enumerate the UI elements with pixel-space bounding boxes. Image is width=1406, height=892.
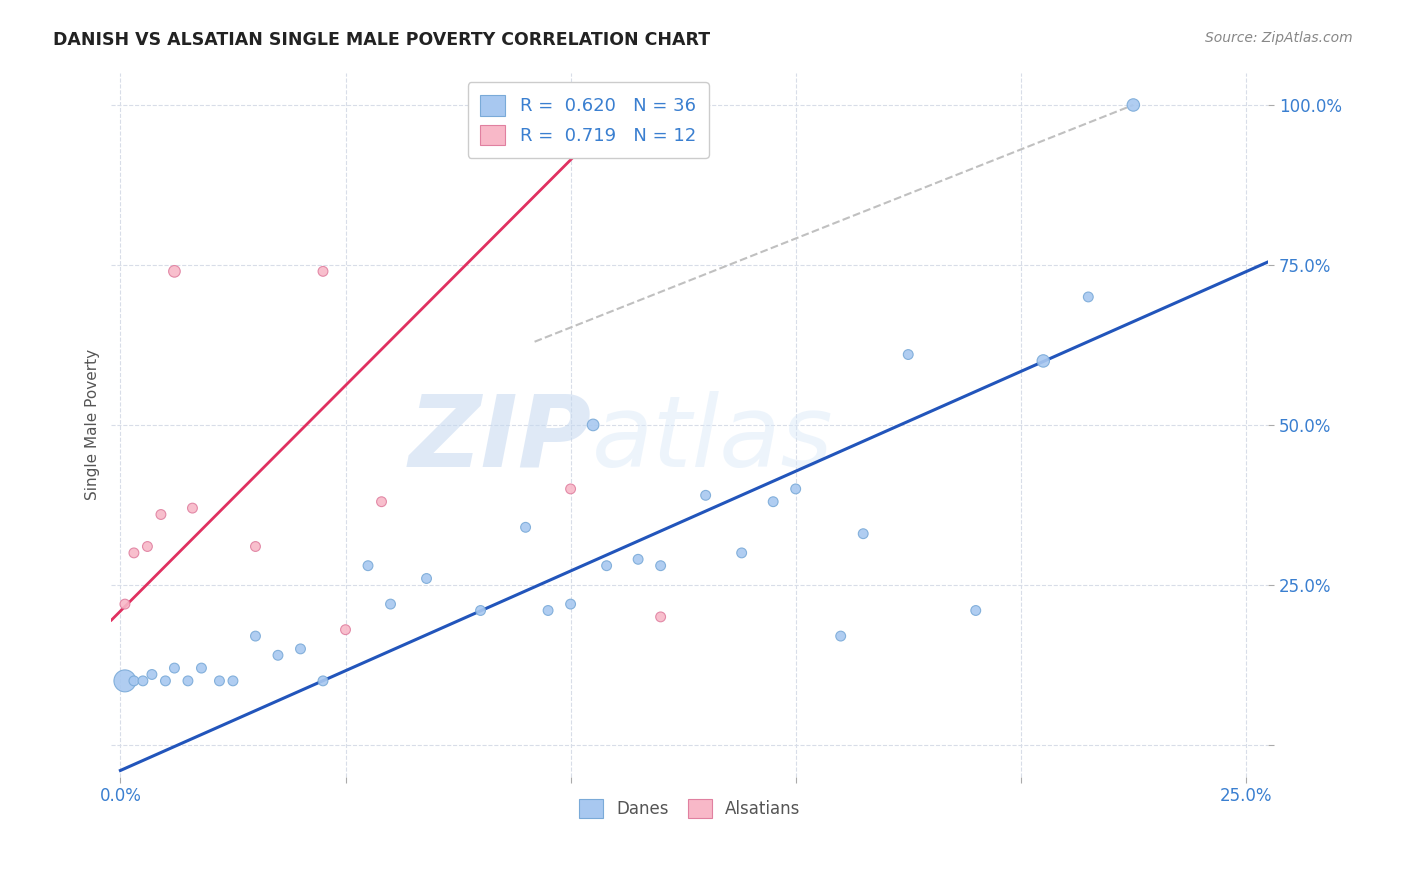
Legend: Danes, Alsatians: Danes, Alsatians [572,792,807,825]
Point [122,673,145,688]
Point [114,673,136,688]
Text: atlas: atlas [592,391,834,488]
Point [627,552,650,566]
Point [650,558,672,573]
Point [132,673,155,688]
Point [470,603,492,617]
Point [136,540,159,554]
Point [141,667,163,681]
Point [515,520,537,534]
Point [582,417,605,432]
Y-axis label: Single Male Poverty: Single Male Poverty [86,350,100,500]
Point [1032,354,1054,368]
Point [762,494,785,508]
Point [163,264,186,278]
Point [335,623,357,637]
Point [650,610,672,624]
Point [415,572,437,586]
Point [155,673,177,688]
Text: ZIP: ZIP [409,391,592,488]
Point [245,540,267,554]
Point [357,558,380,573]
Point [370,494,392,508]
Point [1122,98,1144,112]
Point [785,482,807,496]
Point [114,597,136,611]
Point [1077,290,1099,304]
Text: DANISH VS ALSATIAN SINGLE MALE POVERTY CORRELATION CHART: DANISH VS ALSATIAN SINGLE MALE POVERTY C… [53,31,710,49]
Point [190,661,212,675]
Point [149,508,172,522]
Point [537,603,560,617]
Point [290,641,312,656]
Point [380,597,402,611]
Point [965,603,987,617]
Point [595,558,617,573]
Point [730,546,752,560]
Point [122,546,145,560]
Point [181,501,204,516]
Point [897,347,920,361]
Text: Source: ZipAtlas.com: Source: ZipAtlas.com [1205,31,1353,45]
Point [177,673,200,688]
Point [163,661,186,675]
Point [852,526,875,541]
Point [560,482,582,496]
Point [312,264,335,278]
Point [560,597,582,611]
Point [267,648,290,663]
Point [245,629,267,643]
Point [208,673,231,688]
Point [222,673,245,688]
Point [312,673,335,688]
Point [695,488,717,502]
Point [830,629,852,643]
